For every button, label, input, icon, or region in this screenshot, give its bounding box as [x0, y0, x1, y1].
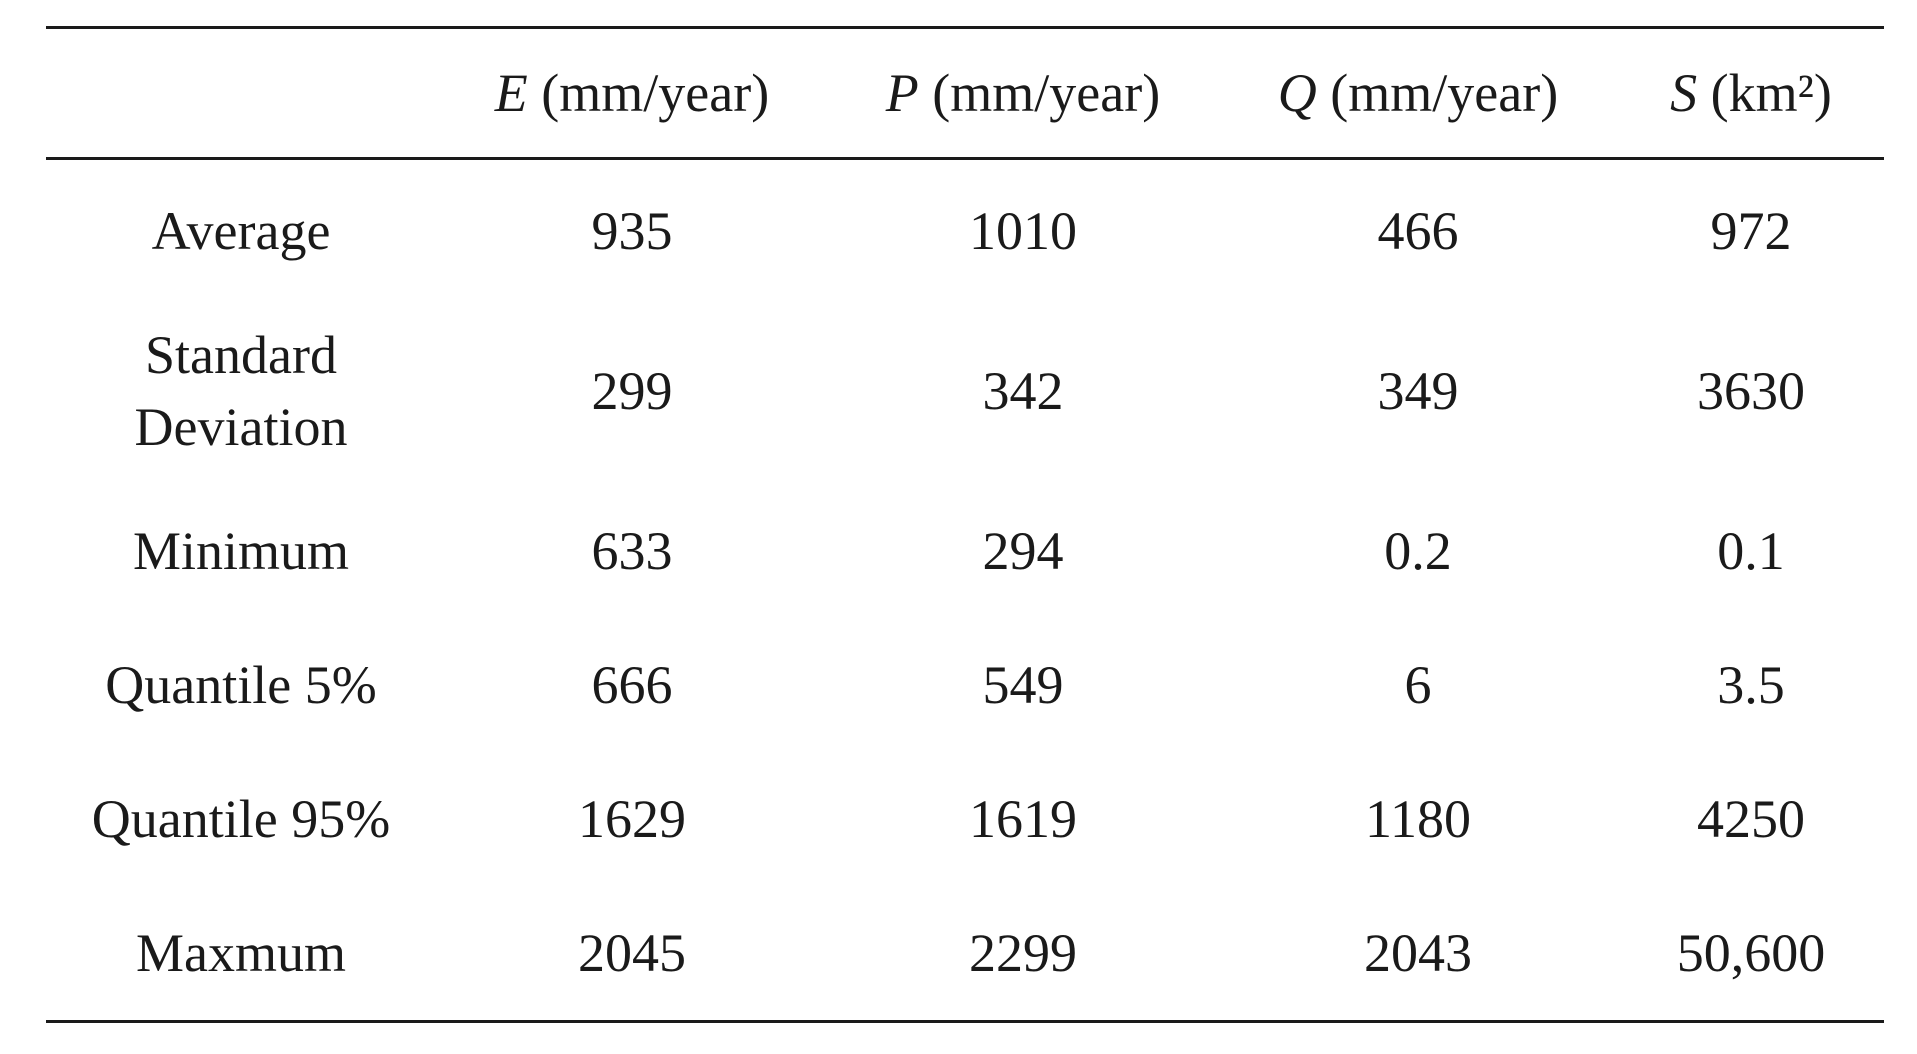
- table-row: Standard Deviation 299 342 349 3630: [46, 298, 1884, 484]
- table-cell: 2043: [1364, 923, 1472, 983]
- table-body: Average 935 1010 466 972 Standard Deviat…: [46, 159, 1884, 1022]
- header-cell-empty: [46, 28, 436, 159]
- statistics-table: E (mm/year) P (mm/year) Q (mm/year) S (k…: [46, 26, 1884, 1023]
- table-cell: 466: [1377, 201, 1459, 261]
- table-row: Minimum 633 294 0.2 0.1: [46, 484, 1884, 618]
- table-cell: 2045: [578, 923, 686, 983]
- header-unit: (mm/year): [527, 63, 770, 123]
- header-cell-evaporation: E (mm/year): [436, 28, 828, 159]
- header-symbol: E: [494, 63, 528, 123]
- table-cell: 4250: [1697, 789, 1805, 849]
- table-cell: 1619: [969, 789, 1077, 849]
- row-label: Average: [151, 201, 331, 261]
- row-label: Quantile 5%: [105, 655, 377, 715]
- table-cell: 294: [982, 521, 1064, 581]
- table-cell: 2299: [969, 923, 1077, 983]
- table-cell: 299: [591, 361, 673, 421]
- header-cell-precipitation: P (mm/year): [828, 28, 1218, 159]
- table-cell: 0.2: [1384, 521, 1452, 581]
- table-cell: 935: [591, 201, 673, 261]
- table-cell: 3630: [1697, 361, 1805, 421]
- table-cell: 633: [591, 521, 673, 581]
- table-cell: 1629: [578, 789, 686, 849]
- row-label: Minimum: [132, 521, 350, 581]
- table-cell: 0.1: [1717, 521, 1785, 581]
- table-cell: 1010: [969, 201, 1077, 261]
- table-cell: 6: [1404, 655, 1432, 715]
- table-row: Quantile 5% 666 549 6 3.5: [46, 618, 1884, 752]
- header-unit: (km²): [1697, 63, 1832, 123]
- header-symbol: S: [1670, 63, 1698, 123]
- table-cell: 972: [1710, 201, 1792, 261]
- table-row: Maxmum 2045 2299 2043 50,600: [46, 886, 1884, 1022]
- table-cell: 3.5: [1717, 655, 1785, 715]
- row-label: Standard Deviation: [134, 325, 348, 457]
- header-unit: (mm/year): [918, 63, 1161, 123]
- header-row: E (mm/year) P (mm/year) Q (mm/year) S (k…: [46, 27, 1884, 159]
- header-cell-discharge: Q (mm/year): [1218, 28, 1618, 159]
- header-cell-area: S (km²): [1618, 28, 1884, 159]
- table-row: Average 935 1010 466 972: [46, 159, 1884, 299]
- table-cell: 549: [982, 655, 1064, 715]
- table-cell: 1180: [1365, 789, 1471, 849]
- table-header: E (mm/year) P (mm/year) Q (mm/year) S (k…: [46, 27, 1884, 159]
- table-row: Quantile 95% 1629 1619 1180 4250: [46, 752, 1884, 886]
- header-symbol: Q: [1277, 63, 1317, 123]
- row-label: Quantile 95%: [91, 789, 391, 849]
- header-unit: (mm/year): [1316, 63, 1559, 123]
- table-cell: 50,600: [1676, 923, 1826, 983]
- table-cell: 666: [591, 655, 673, 715]
- table-cell: 342: [982, 361, 1064, 421]
- table-cell: 349: [1377, 361, 1459, 421]
- row-label: Maxmum: [136, 923, 346, 983]
- header-symbol: P: [885, 63, 919, 123]
